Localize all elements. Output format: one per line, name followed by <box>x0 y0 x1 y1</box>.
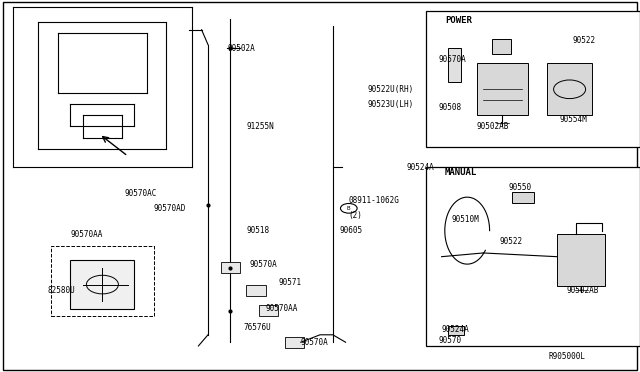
Text: 90524A: 90524A <box>442 325 469 334</box>
Text: 90524A: 90524A <box>406 163 434 172</box>
Polygon shape <box>448 48 461 82</box>
Text: 90502AB: 90502AB <box>566 286 599 295</box>
Bar <box>285 337 304 348</box>
Text: 90571: 90571 <box>278 278 301 287</box>
Bar <box>477 63 528 115</box>
Text: 90522: 90522 <box>573 36 596 45</box>
Bar <box>547 63 592 115</box>
Text: 08911-1062G: 08911-1062G <box>349 196 399 205</box>
Bar <box>70 260 134 309</box>
Bar <box>221 262 240 273</box>
Text: 90570: 90570 <box>438 336 461 345</box>
Text: B: B <box>347 206 351 211</box>
Bar <box>492 39 511 54</box>
Bar <box>512 192 534 203</box>
Bar <box>426 167 640 346</box>
Text: 90570AA: 90570AA <box>266 304 298 313</box>
Text: 90570A: 90570A <box>250 260 277 269</box>
Text: 90570A: 90570A <box>438 55 466 64</box>
Text: 90518: 90518 <box>246 226 269 235</box>
Text: 90502AB: 90502AB <box>477 122 509 131</box>
Text: MANUAL: MANUAL <box>445 169 477 177</box>
Text: 90570AA: 90570AA <box>70 230 103 239</box>
Bar <box>448 326 464 335</box>
Text: 76576U: 76576U <box>243 323 271 332</box>
Bar <box>51 246 154 316</box>
Text: 90508: 90508 <box>438 103 461 112</box>
Text: 90605: 90605 <box>339 226 362 235</box>
Bar <box>426 11 640 147</box>
Text: 90570AD: 90570AD <box>154 204 186 213</box>
Text: 90510M: 90510M <box>451 215 479 224</box>
Text: 82580U: 82580U <box>48 286 76 295</box>
Text: 90550: 90550 <box>509 183 532 192</box>
Text: 90523U(LH): 90523U(LH) <box>368 100 414 109</box>
Text: 90522U(RH): 90522U(RH) <box>368 85 414 94</box>
Text: 90570A: 90570A <box>301 338 328 347</box>
Text: 90502A: 90502A <box>227 44 255 53</box>
Bar <box>557 234 605 286</box>
Text: 90522: 90522 <box>499 237 522 246</box>
Text: (2): (2) <box>349 211 363 220</box>
Text: 90554M: 90554M <box>560 115 588 124</box>
Text: 90570AC: 90570AC <box>125 189 157 198</box>
Text: POWER: POWER <box>445 16 472 25</box>
Bar <box>246 285 266 296</box>
Text: R905000L: R905000L <box>548 352 586 361</box>
Text: 91255N: 91255N <box>246 122 274 131</box>
Bar <box>259 305 278 316</box>
